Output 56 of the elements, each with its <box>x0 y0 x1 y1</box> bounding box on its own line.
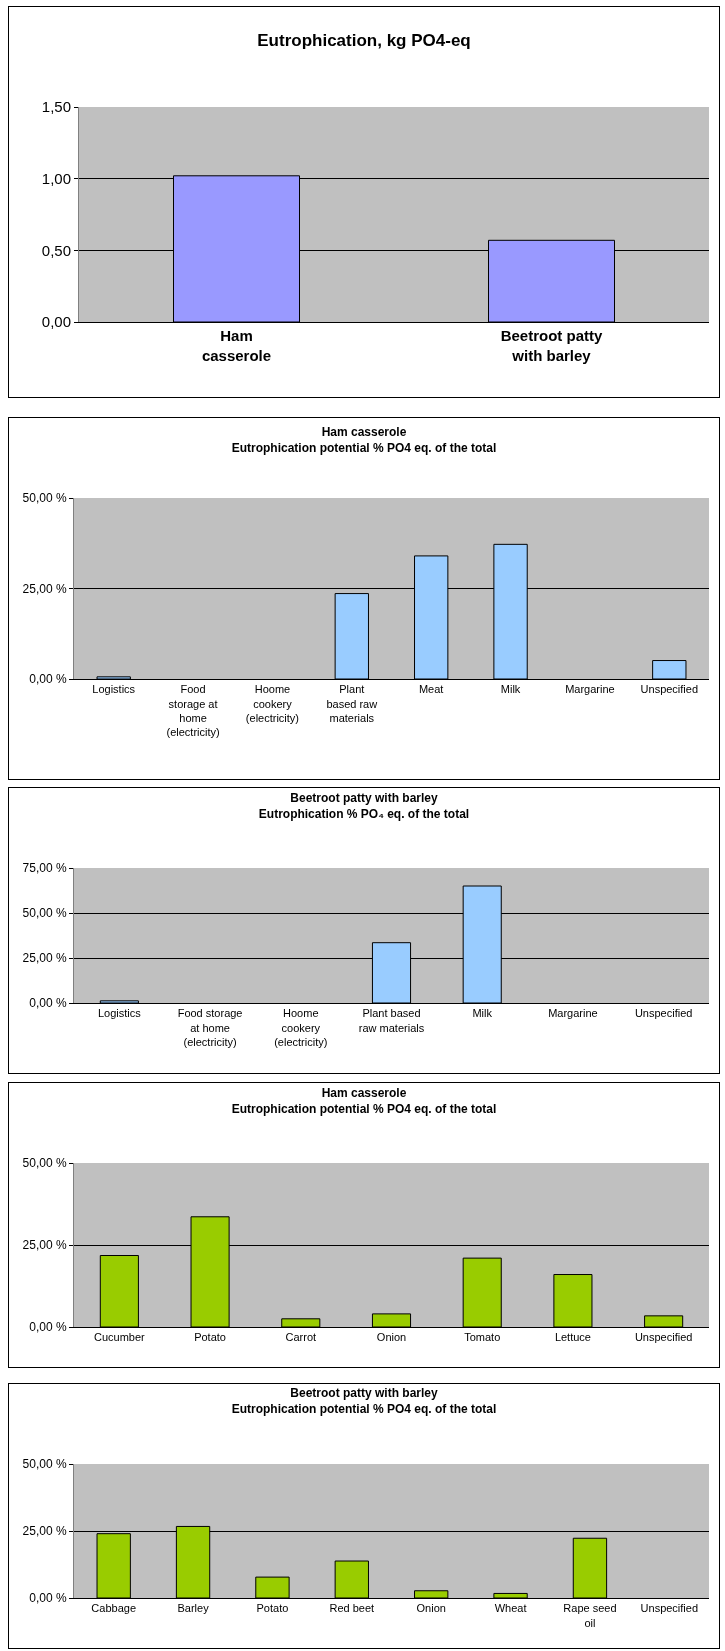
x-tick-label: Food storage at home (electricity) <box>166 683 220 739</box>
y-tick-label: 25,00 % <box>22 581 67 596</box>
x-tick-label: Cabbage <box>91 1602 137 1615</box>
x-tick-label: Red beet <box>329 1602 375 1615</box>
chart-subtitle: Eutrophication % PO₄ eq. of the total <box>258 806 470 821</box>
y-tick-label: 25,00 % <box>22 951 67 966</box>
y-tick-label: 0,00 % <box>29 1591 67 1606</box>
y-tick-label: 1,00 <box>41 169 71 187</box>
x-tick-label: Wheat <box>494 1602 527 1615</box>
x-tick-label: Carrot <box>285 1331 317 1344</box>
y-tick-label: 0,00 % <box>29 672 67 687</box>
chart-title: Eutrophication, kg PO4-eq <box>257 31 471 51</box>
x-tick-label: Unspecified <box>634 1331 693 1344</box>
chart-subtitle: Eutrophication potential % PO4 eq. of the total <box>231 1101 497 1116</box>
chart-subtitle: Eutrophication potential % PO4 eq. of the total <box>231 440 497 455</box>
x-tick-label: Onion <box>416 1602 446 1615</box>
x-tick-label: Unspecified <box>634 1007 693 1020</box>
y-tick-label: 25,00 % <box>22 1524 67 1539</box>
x-tick-label: Milk <box>472 1007 493 1020</box>
y-tick-label: 50,00 % <box>22 1457 67 1472</box>
chart-title: Ham casserole <box>321 1086 407 1101</box>
x-tick-label: Potato <box>256 1602 289 1615</box>
y-tick-label: 25,00 % <box>22 1238 67 1253</box>
y-tick-label: 0,50 <box>41 241 71 259</box>
chart-subtitle: Eutrophication potential % PO4 eq. of the total <box>231 1401 497 1416</box>
x-tick-label: Logistics <box>97 1007 142 1020</box>
x-tick-label: Margarine <box>548 1007 598 1020</box>
x-tick-label: Margarine <box>565 683 615 696</box>
x-tick-label: Logistics <box>92 683 136 696</box>
chart-title: Beetroot patty with barley <box>290 791 438 806</box>
y-tick-label: 50,00 % <box>22 1156 67 1171</box>
x-tick-label: Barley <box>177 1602 210 1615</box>
chart-title: Ham casserole <box>321 425 407 440</box>
x-tick-label: Food storage at home (electricity) <box>177 1007 243 1048</box>
x-tick-label: Unspecified <box>640 683 699 696</box>
y-tick-label: 75,00 % <box>22 861 67 876</box>
y-tick-label: 50,00 % <box>22 491 67 506</box>
x-tick-label: Rape seed oil <box>563 1602 617 1629</box>
x-tick-label: Milk <box>500 683 521 696</box>
x-tick-label: Hoome cookery (electricity) <box>245 683 300 724</box>
x-tick-label: Unspecified <box>640 1602 699 1615</box>
y-tick-label: 50,00 % <box>22 906 67 921</box>
x-tick-label: Hoome cookery (electricity) <box>274 1007 328 1048</box>
y-tick-label: 0,00 % <box>29 1320 67 1335</box>
x-tick-label: Onion <box>376 1331 407 1344</box>
x-tick-label: Meat <box>418 683 444 696</box>
x-tick-label: Plant based raw materials <box>358 1007 425 1034</box>
y-tick-label: 0,00 <box>41 313 71 331</box>
y-tick-label: 0,00 % <box>29 996 67 1011</box>
x-tick-label: Tomato <box>464 1331 501 1344</box>
x-tick-label: Cucumber <box>93 1331 146 1344</box>
chart-title: Beetroot patty with barley <box>290 1386 438 1401</box>
x-tick-label: Plant based raw materials <box>326 683 378 724</box>
y-tick-label: 1,50 <box>41 98 71 116</box>
x-tick-label: Lettuce <box>554 1331 591 1344</box>
x-tick-label: Potato <box>194 1331 226 1344</box>
